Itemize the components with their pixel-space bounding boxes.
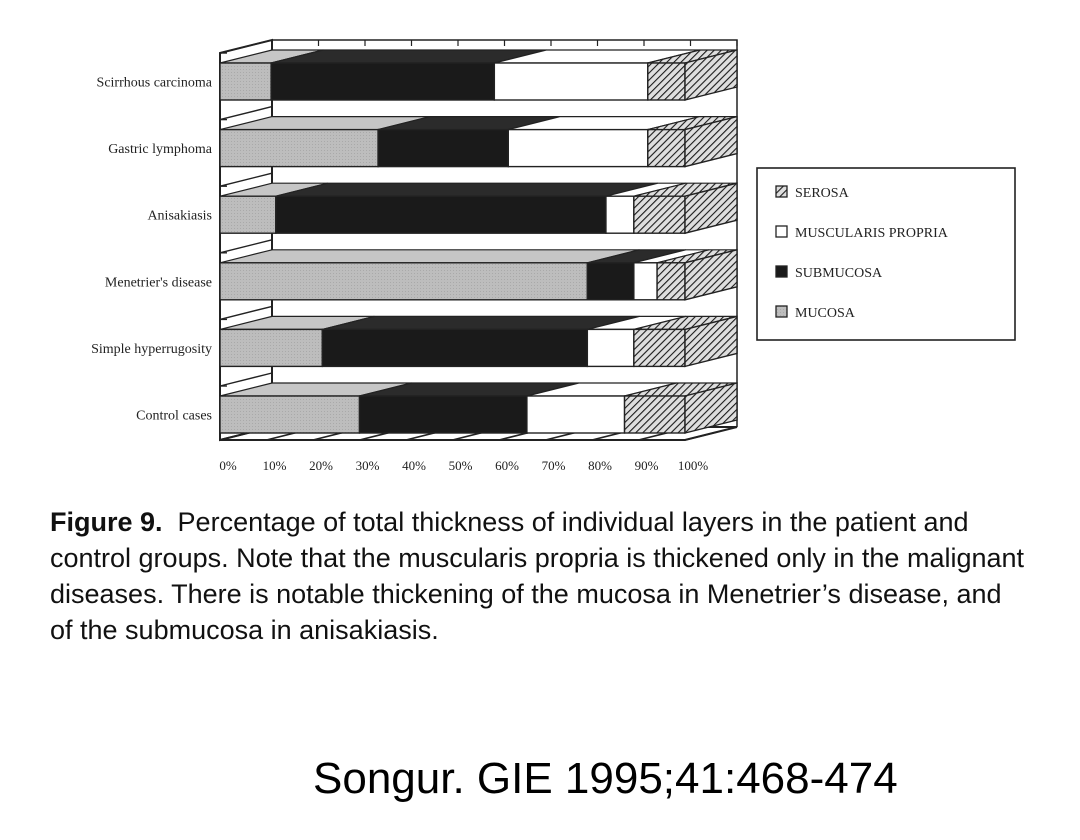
bar-segment-muscularis-propria bbox=[633, 262, 658, 301]
legend-label: MUCOSA bbox=[795, 306, 856, 321]
bar-segment-mucosa bbox=[219, 128, 379, 168]
bar-side-serosa bbox=[684, 49, 738, 101]
bar-group: Gastric lymphoma bbox=[108, 115, 738, 168]
bar-segment-submucosa bbox=[321, 328, 589, 368]
bar-segment-mucosa bbox=[219, 328, 324, 368]
legend: SEROSA MUSCULARIS PROPRIA SUBMUCOSA MUCOSA bbox=[756, 167, 1016, 341]
x-tick-label: 60% bbox=[495, 458, 519, 473]
bar-segment-submucosa bbox=[358, 395, 528, 434]
x-tick-label: 10% bbox=[263, 458, 287, 473]
bar-segment-mucosa bbox=[219, 395, 361, 434]
category-label: Simple hyperrugosity bbox=[91, 342, 212, 357]
bar-segment-mucosa bbox=[219, 262, 589, 301]
shelf-line bbox=[219, 372, 273, 387]
x-tick-label: 20% bbox=[309, 458, 333, 473]
bar-segment-muscularis-propria bbox=[493, 62, 649, 101]
bar-segment-muscularis-propria bbox=[586, 328, 635, 368]
category-label: Menetrier's disease bbox=[105, 275, 212, 290]
caption-lead: Figure 9. bbox=[50, 507, 163, 537]
legend-box bbox=[756, 167, 1016, 341]
bar-segment-mucosa bbox=[219, 195, 277, 234]
bar-top-mucosa bbox=[219, 249, 640, 264]
floor-tick bbox=[684, 431, 717, 441]
bar-group: Control cases bbox=[136, 382, 738, 434]
legend-swatch bbox=[775, 305, 788, 318]
bar-side-serosa bbox=[684, 182, 738, 235]
x-tick-label: 30% bbox=[356, 458, 380, 473]
x-tick-label: 0% bbox=[219, 458, 237, 473]
figure-caption: Figure 9. Percentage of total thickness … bbox=[50, 504, 1030, 648]
x-tick-label: 40% bbox=[402, 458, 426, 473]
stacked-bar-chart: Scirrhous carcinoma Gastric lymphoma Anisa… bbox=[91, 38, 1016, 473]
bar-group: Anisakiasis bbox=[147, 182, 738, 235]
bar-group: Menetrier's disease bbox=[105, 248, 738, 301]
shelf-line bbox=[219, 39, 273, 54]
legend-swatch bbox=[775, 225, 788, 238]
bar-segment-submucosa bbox=[270, 62, 496, 101]
category-label: Gastric lymphoma bbox=[108, 142, 213, 157]
bar-segment-serosa bbox=[633, 328, 686, 368]
bar-segment-mucosa bbox=[219, 62, 272, 101]
bar-side-serosa bbox=[684, 315, 738, 368]
category-label: Anisakiasis bbox=[147, 209, 212, 224]
legend-swatch bbox=[775, 185, 788, 198]
plot-area: Scirrhous carcinoma Gastric lymphoma Anisa… bbox=[91, 38, 1016, 473]
bar-segment-serosa bbox=[633, 195, 686, 234]
legend-label: MUSCULARIS PROPRIA bbox=[795, 226, 949, 241]
bar-segment-serosa bbox=[656, 262, 686, 301]
bar-group: Simple hyperrugosity bbox=[91, 315, 738, 368]
shelf-line bbox=[219, 105, 273, 121]
x-tick-label: 50% bbox=[449, 458, 473, 473]
bar-top-submucosa bbox=[322, 315, 640, 330]
bar-segment-muscularis-propria bbox=[507, 128, 649, 168]
x-tick-label: 100% bbox=[678, 458, 709, 473]
legend-swatch bbox=[775, 265, 788, 278]
x-tick-label: 90% bbox=[635, 458, 659, 473]
bar-segment-serosa bbox=[647, 128, 686, 168]
bar-segment-submucosa bbox=[275, 195, 607, 234]
bar-segment-submucosa bbox=[586, 262, 635, 301]
shelf-line bbox=[219, 305, 273, 321]
x-tick-label: 80% bbox=[588, 458, 612, 473]
shelf-line bbox=[219, 239, 273, 254]
category-label: Scirrhous carcinoma bbox=[97, 76, 213, 91]
bar-group: Scirrhous carcinoma bbox=[97, 49, 738, 101]
citation: Songur. GIE 1995;41:468-474 bbox=[313, 754, 898, 803]
bar-segment-muscularis-propria bbox=[605, 195, 635, 234]
x-tick-label: 70% bbox=[542, 458, 566, 473]
bar-side-serosa bbox=[684, 115, 738, 168]
legend-label: SUBMUCOSA bbox=[795, 266, 883, 281]
category-label: Control cases bbox=[136, 409, 212, 424]
legend-label: SEROSA bbox=[795, 186, 850, 201]
bar-segment-submucosa bbox=[377, 128, 510, 168]
shelf-line bbox=[219, 172, 273, 187]
bar-side-serosa bbox=[684, 382, 738, 434]
bar-segment-muscularis-propria bbox=[526, 395, 626, 434]
bar-side-serosa bbox=[684, 248, 738, 301]
caption-text: Percentage of total thickness of individ… bbox=[50, 507, 1025, 645]
bar-segment-serosa bbox=[647, 62, 686, 101]
bar-top-submucosa bbox=[275, 182, 659, 197]
bar-segment-serosa bbox=[623, 395, 686, 434]
